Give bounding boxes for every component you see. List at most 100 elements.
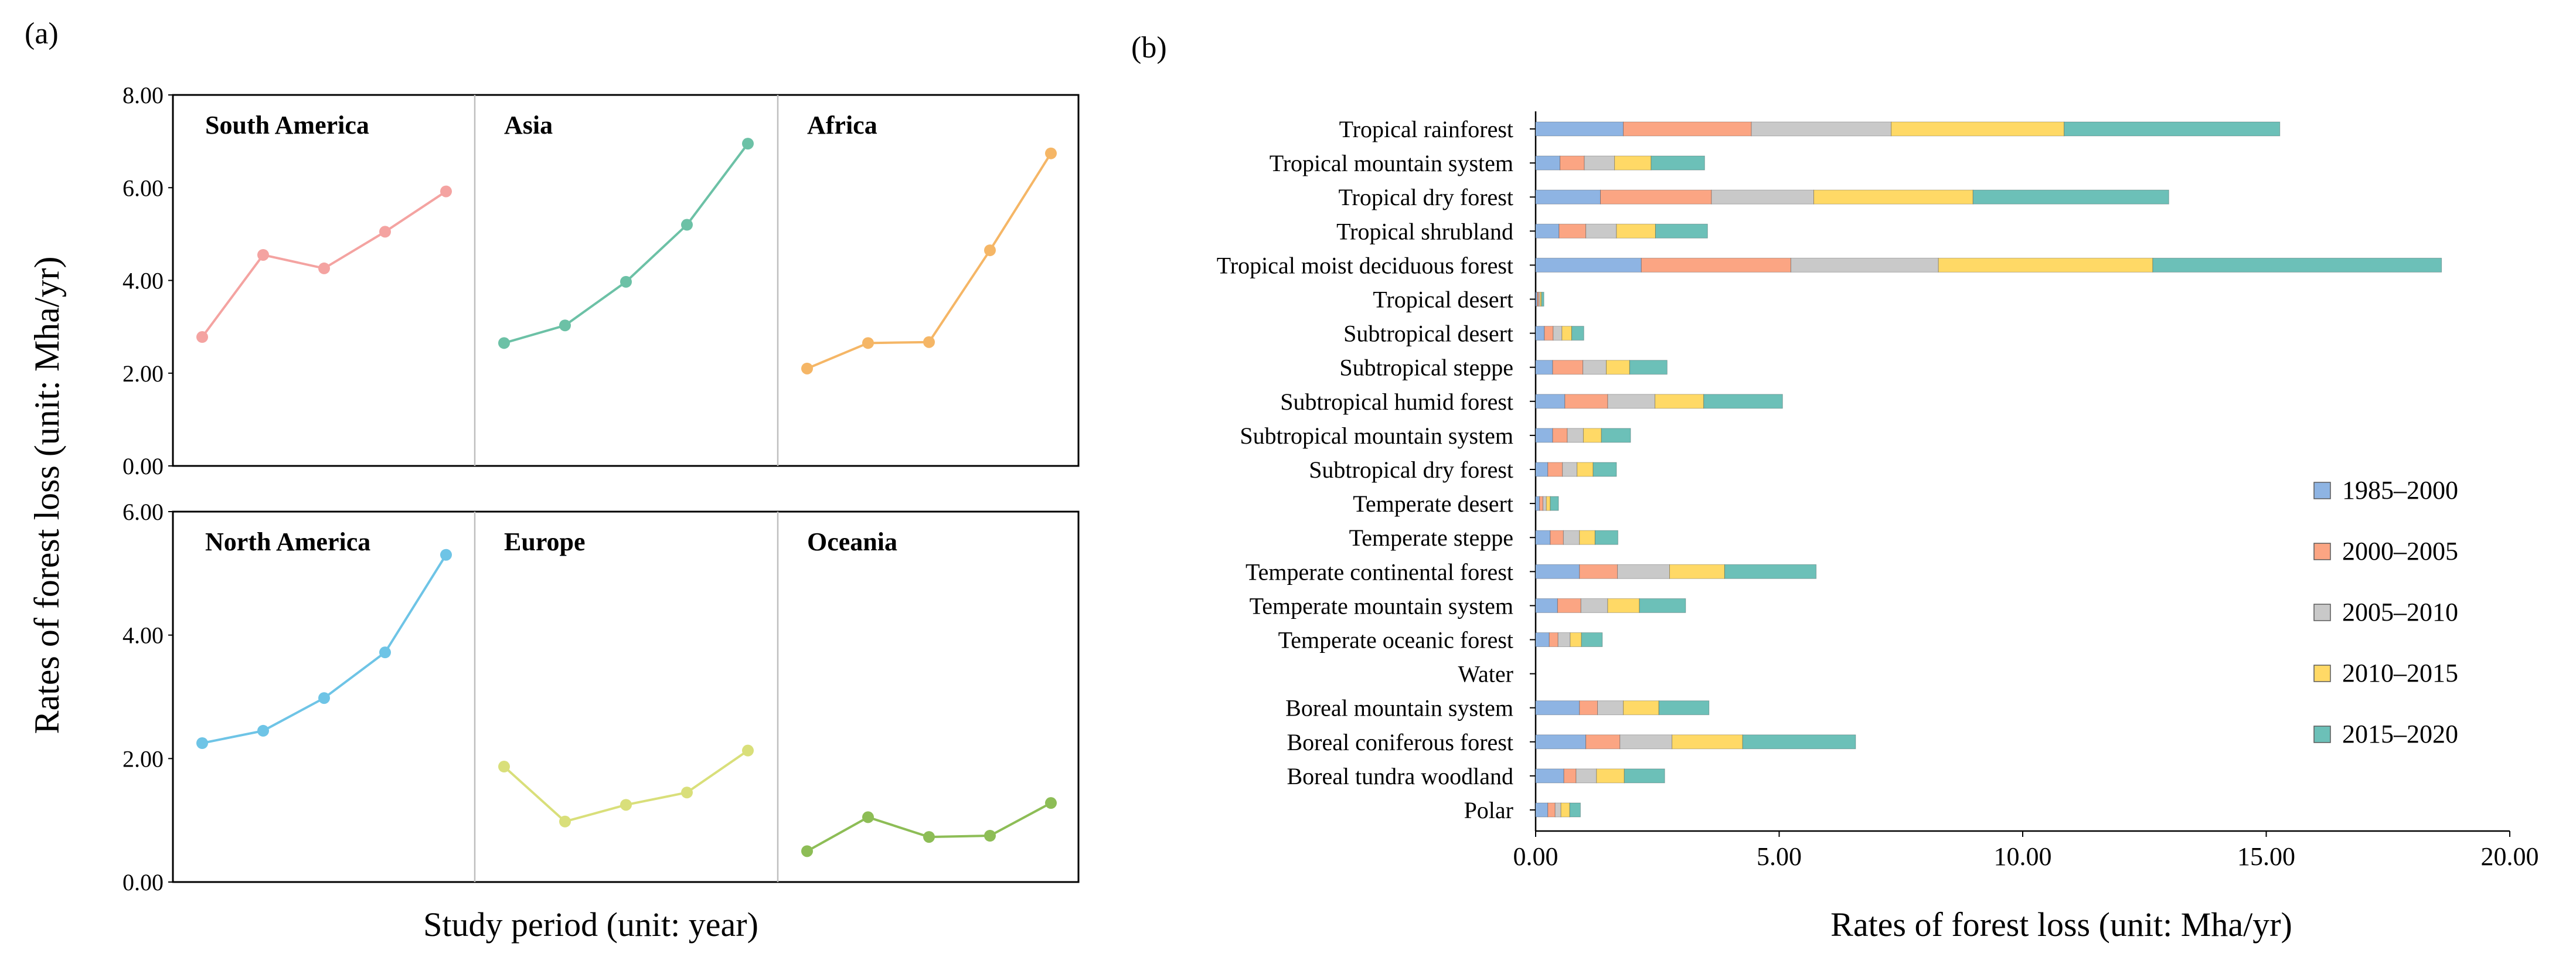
legend-swatch-2015-2020 xyxy=(2313,726,2331,743)
category-label-subtropical-humid-forest: Subtropical humid forest xyxy=(1280,389,1513,415)
bar-segment-tropical-moist-deciduous-forest-2010-2015 xyxy=(1938,257,2153,273)
y-tick-label: 6.00 xyxy=(122,175,164,201)
bar-segment-temperate-mountain-system-2005-2010 xyxy=(1580,598,1608,613)
bar-segment-tropical-mountain-system-2000-2005 xyxy=(1560,155,1585,171)
facet-title-north-america: North America xyxy=(205,527,370,556)
category-label-subtropical-dry-forest: Subtropical dry forest xyxy=(1309,457,1513,483)
y-tick-label: 4.00 xyxy=(122,268,164,294)
bar-segment-tropical-dry-forest-1985-2000 xyxy=(1535,189,1601,205)
y-tick-label: 6.00 xyxy=(122,499,164,525)
bar-segment-boreal-tundra-woodland-1985-2000 xyxy=(1535,768,1564,784)
data-point-south-america-2 xyxy=(257,248,269,261)
bar-segment-tropical-moist-deciduous-forest-2005-2010 xyxy=(1790,257,1939,273)
category-label-tropical-shrubland: Tropical shrubland xyxy=(1336,218,1513,244)
bar-segment-boreal-mountain-system-2005-2010 xyxy=(1597,700,1624,716)
x-tick-label: 10.00 xyxy=(1994,842,2052,871)
bar-segment-subtropical-mountain-system-2015-2020 xyxy=(1601,428,1631,443)
bar-segment-temperate-continental-forest-2000-2005 xyxy=(1579,564,1618,579)
bar-segment-tropical-shrubland-2015-2020 xyxy=(1655,223,1708,239)
bar-segment-tropical-desert-2015-2020 xyxy=(1541,292,1544,307)
bar-segment-tropical-rainforest-2015-2020 xyxy=(2064,121,2281,137)
bar-segment-polar-2005-2010 xyxy=(1554,802,1561,818)
data-point-europe-4 xyxy=(681,786,693,799)
y-tick-label: 0.00 xyxy=(122,869,164,896)
bar-segment-subtropical-steppe-1985-2000 xyxy=(1535,360,1553,375)
panel-b-plot: 0.00 5.00 10.00 15.00 20.00 Tropical rainfore… xyxy=(1217,111,2539,871)
bar-segment-boreal-mountain-system-2015-2020 xyxy=(1658,700,1710,716)
data-point-asia-2 xyxy=(559,319,571,332)
legend-label-2015-2020: 2015–2020 xyxy=(2342,720,2458,748)
series-line-oceania xyxy=(807,802,1052,853)
bar-segment-temperate-mountain-system-2010-2015 xyxy=(1607,598,1640,613)
bar-segment-temperate-mountain-system-1985-2000 xyxy=(1535,598,1558,613)
bar-segment-temperate-steppe-2005-2010 xyxy=(1563,530,1580,545)
legend-label-2005-2010: 2005–2010 xyxy=(2342,598,2458,626)
data-point-north-america-4 xyxy=(379,646,391,659)
bar-segment-tropical-moist-deciduous-forest-1985-2000 xyxy=(1535,257,1642,273)
data-point-africa-4 xyxy=(984,244,996,257)
bar-segment-temperate-oceanic-forest-2010-2015 xyxy=(1570,632,1582,647)
series-line-north-america xyxy=(202,554,447,744)
bar-segment-boreal-coniferous-forest-1985-2000 xyxy=(1535,734,1587,750)
bar-segment-subtropical-desert-1985-2000 xyxy=(1535,326,1545,341)
category-label-tropical-dry-forest: Tropical dry forest xyxy=(1339,184,1513,210)
bar-segment-tropical-mountain-system-1985-2000 xyxy=(1535,155,1561,171)
bar-segment-tropical-moist-deciduous-forest-2000-2005 xyxy=(1641,257,1791,273)
panel-a-label: (a) xyxy=(25,17,59,50)
bar-segment-subtropical-dry-forest-2000-2005 xyxy=(1547,462,1563,477)
data-point-oceania-5 xyxy=(1045,797,1057,809)
facet-title-south-america: South America xyxy=(205,111,369,139)
bar-segment-temperate-oceanic-forest-1985-2000 xyxy=(1535,632,1550,647)
bar-segment-boreal-coniferous-forest-2010-2015 xyxy=(1672,734,1743,750)
panel-a-plot: 0.00 2.00 4.00 6.00 8.00 South America Asia Afr… xyxy=(122,82,1080,896)
panel-a-y-axis-title: Rates of forest loss (unit: Mha/yr) xyxy=(28,257,66,734)
data-point-africa-2 xyxy=(862,337,874,349)
legend-label-2000-2005: 2000–2005 xyxy=(2342,537,2458,566)
bar-segment-polar-2015-2020 xyxy=(1569,802,1581,818)
bar-segment-temperate-steppe-2010-2015 xyxy=(1579,530,1595,545)
category-label-tropical-moist-deciduous-forest: Tropical moist deciduous forest xyxy=(1217,252,1513,278)
data-point-africa-1 xyxy=(801,362,813,374)
data-point-north-america-2 xyxy=(257,724,269,737)
bar-segment-subtropical-humid-forest-2010-2015 xyxy=(1655,394,1704,409)
bar-segment-boreal-tundra-woodland-2005-2010 xyxy=(1575,768,1597,784)
bar-segment-temperate-desert-1985-2000 xyxy=(1535,496,1540,511)
bar-segment-subtropical-mountain-system-1985-2000 xyxy=(1535,428,1553,443)
panel-b-x-axis-title: Rates of forest loss (unit: Mha/yr) xyxy=(1830,905,2292,944)
legend-swatch-2000-2005 xyxy=(2313,543,2331,560)
data-point-south-america-1 xyxy=(196,331,208,343)
bar-segment-tropical-shrubland-2005-2010 xyxy=(1585,223,1617,239)
bar-segment-subtropical-steppe-2010-2015 xyxy=(1605,360,1630,375)
bar-segment-boreal-coniferous-forest-2015-2020 xyxy=(1742,734,1856,750)
legend-swatch-2010-2015 xyxy=(2313,665,2331,682)
bar-segment-boreal-mountain-system-2010-2015 xyxy=(1623,700,1659,716)
bar-segment-temperate-continental-forest-2005-2010 xyxy=(1617,564,1670,579)
legend-swatch-1985-2000 xyxy=(2313,482,2331,499)
data-point-africa-3 xyxy=(923,336,935,348)
bar-segment-polar-2010-2015 xyxy=(1560,802,1570,818)
bar-segment-subtropical-steppe-2015-2020 xyxy=(1629,360,1668,375)
facet-title-asia: Asia xyxy=(504,111,553,139)
bar-segment-subtropical-humid-forest-2000-2005 xyxy=(1564,394,1608,409)
bar-segment-subtropical-dry-forest-2005-2010 xyxy=(1562,462,1578,477)
bar-segment-polar-1985-2000 xyxy=(1535,802,1549,818)
data-point-oceania-4 xyxy=(984,830,996,842)
bar-segment-polar-2000-2005 xyxy=(1547,802,1556,818)
bar-segment-tropical-rainforest-2010-2015 xyxy=(1891,121,2065,137)
category-label-tropical-mountain-system: Tropical mountain system xyxy=(1270,150,1513,176)
category-label-temperate-oceanic-forest: Temperate oceanic forest xyxy=(1278,627,1513,653)
data-point-oceania-3 xyxy=(923,831,935,843)
panel-b-label: (b) xyxy=(1131,31,1167,64)
category-label-temperate-desert: Temperate desert xyxy=(1353,491,1513,517)
data-point-south-america-5 xyxy=(440,185,452,198)
category-label-polar: Polar xyxy=(1464,797,1513,823)
bar-segment-subtropical-mountain-system-2000-2005 xyxy=(1552,428,1568,443)
bar-segment-tropical-desert-2000-2005 xyxy=(1536,292,1539,307)
y-tick-label: 0.00 xyxy=(122,453,164,479)
data-point-europe-5 xyxy=(742,744,754,757)
bar-segment-subtropical-steppe-2005-2010 xyxy=(1583,360,1607,375)
category-label-temperate-continental-forest: Temperate continental forest xyxy=(1246,559,1513,585)
bar-segment-subtropical-humid-forest-1985-2000 xyxy=(1535,394,1566,409)
x-tick-label: 15.00 xyxy=(2237,842,2295,871)
